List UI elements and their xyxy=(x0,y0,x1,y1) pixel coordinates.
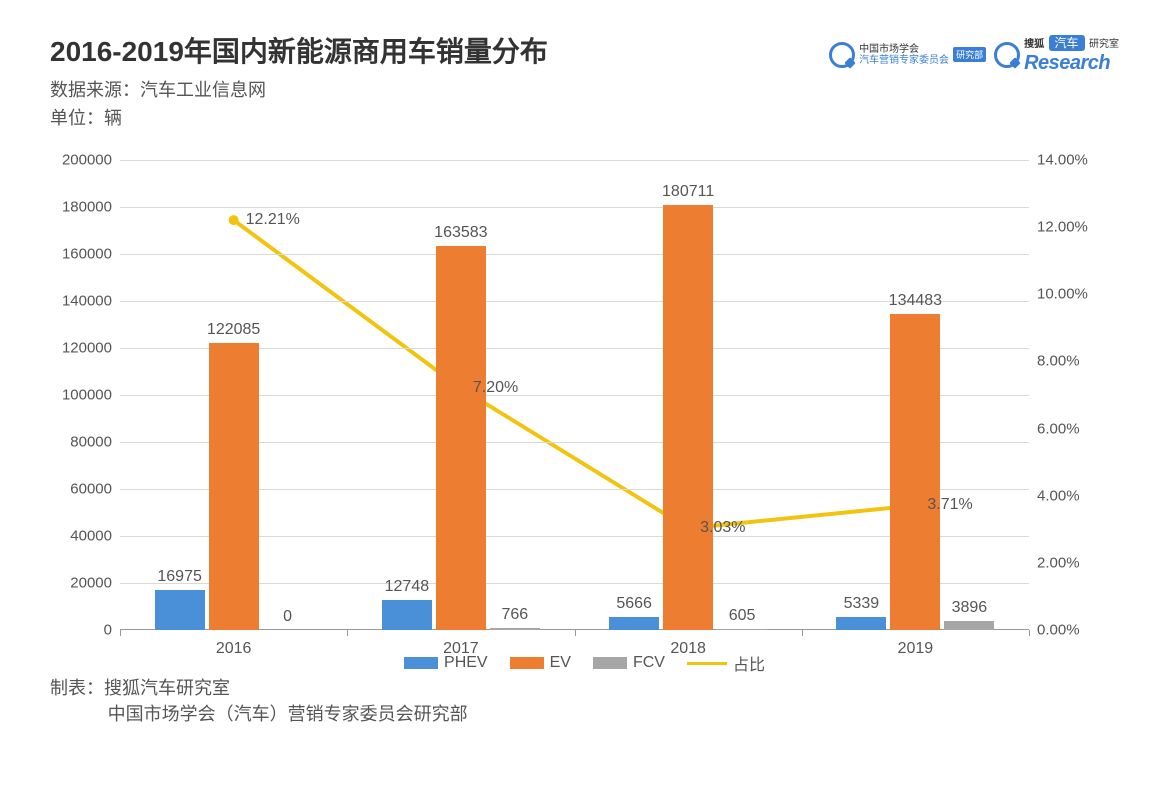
y-right-tick-label: 6.00% xyxy=(1037,420,1119,437)
gridline xyxy=(120,160,1029,161)
bar-ev xyxy=(436,246,486,630)
logo-q-icon xyxy=(829,42,855,68)
y-right-tick-label: 0.00% xyxy=(1037,622,1119,639)
logo-left-line2: 汽车营销专家委员会 xyxy=(859,55,949,66)
bar-value-label: 5666 xyxy=(616,595,652,613)
y-right-tick-label: 10.00% xyxy=(1037,286,1119,303)
x-tick xyxy=(120,630,121,636)
bar-value-label: 163583 xyxy=(434,224,487,242)
line-value-label: 3.03% xyxy=(700,519,745,537)
logo-right-big: Research xyxy=(1024,52,1119,75)
line-series xyxy=(234,220,916,528)
bar-value-label: 12748 xyxy=(385,578,430,596)
logo-row: 中国市场学会 汽车营销专家委员会 研究部 搜狐 汽车 研究室 Research xyxy=(829,34,1119,75)
bar-phev xyxy=(155,590,205,630)
x-tick xyxy=(1029,630,1030,636)
legend-item: 占比 xyxy=(687,651,765,675)
bar-phev xyxy=(836,617,886,630)
x-tick xyxy=(575,630,576,636)
y-left-tick-label: 120000 xyxy=(50,340,112,357)
x-tick xyxy=(802,630,803,636)
legend-item: FCV xyxy=(593,654,665,672)
y-right-tick-label: 2.00% xyxy=(1037,554,1119,571)
bar-value-label: 3896 xyxy=(952,599,988,617)
legend: PHEV EV FCV 占比 xyxy=(50,651,1119,675)
legend-item: EV xyxy=(510,654,571,672)
y-left-tick-label: 80000 xyxy=(50,434,112,451)
title-block: 2016-2019年国内新能源商用车销量分布 数据来源：汽车工业信息网 单位：辆 xyxy=(50,30,548,130)
y-right-tick-label: 14.00% xyxy=(1037,152,1119,169)
gridline xyxy=(120,207,1029,208)
y-left-tick-label: 0 xyxy=(50,622,112,639)
x-tick xyxy=(347,630,348,636)
footer-line1: 制表：搜狐汽车研究室 xyxy=(50,674,1119,700)
bar-ev xyxy=(890,314,940,630)
header: 2016-2019年国内新能源商用车销量分布 数据来源：汽车工业信息网 单位：辆… xyxy=(50,30,1119,130)
data-source: 数据来源：汽车工业信息网 xyxy=(50,76,548,102)
y-left-tick-label: 200000 xyxy=(50,152,112,169)
logo-right-car: 汽车 xyxy=(1049,35,1085,51)
chart-title: 2016-2019年国内新能源商用车销量分布 xyxy=(50,30,548,70)
legend-swatch xyxy=(404,657,438,669)
logo-right-pre: 搜狐 xyxy=(1024,39,1044,50)
line-value-label: 7.20% xyxy=(473,379,518,397)
y-right-tick-label: 4.00% xyxy=(1037,487,1119,504)
line-value-label: 12.21% xyxy=(246,211,300,229)
bar-ev xyxy=(209,343,259,630)
unit-label: 单位：辆 xyxy=(50,104,548,130)
y-left-tick-label: 140000 xyxy=(50,293,112,310)
logo-left-line1: 中国市场学会 xyxy=(859,44,949,55)
bar-value-label: 134483 xyxy=(889,292,942,310)
legend-swatch xyxy=(593,657,627,669)
logo-right: 搜狐 汽车 研究室 Research xyxy=(994,34,1119,75)
footer: 制表：搜狐汽车研究室 中国市场学会（汽车）营销专家委员会研究部 xyxy=(50,674,1119,726)
bar-fcv xyxy=(944,621,994,630)
y-left-tick-label: 180000 xyxy=(50,199,112,216)
y-left-tick-label: 40000 xyxy=(50,528,112,545)
y-left-tick-label: 20000 xyxy=(50,575,112,592)
legend-swatch xyxy=(510,657,544,669)
legend-label: 占比 xyxy=(733,651,765,675)
bar-fcv xyxy=(717,629,767,630)
bar-phev xyxy=(382,600,432,630)
bar-value-label: 16975 xyxy=(157,568,202,586)
legend-label: EV xyxy=(550,654,571,672)
chart-container: 2016-2019年国内新能源商用车销量分布 数据来源：汽车工业信息网 单位：辆… xyxy=(0,0,1159,801)
bar-ev xyxy=(663,205,713,630)
legend-label: FCV xyxy=(633,654,665,672)
bar-value-label: 5339 xyxy=(844,595,880,613)
bar-value-label: 0 xyxy=(283,608,292,626)
y-right-tick-label: 12.00% xyxy=(1037,219,1119,236)
legend-swatch xyxy=(687,662,727,665)
bar-phev xyxy=(609,617,659,630)
logo-left: 中国市场学会 汽车营销专家委员会 研究部 xyxy=(829,42,986,68)
line-marker xyxy=(229,215,239,225)
bar-value-label: 180711 xyxy=(662,183,714,201)
footer-line2: 中国市场学会（汽车）营销专家委员会研究部 xyxy=(108,700,1119,726)
bar-value-label: 766 xyxy=(502,606,529,624)
y-right-tick-label: 8.00% xyxy=(1037,353,1119,370)
y-left-tick-label: 100000 xyxy=(50,387,112,404)
bar-fcv xyxy=(490,628,540,630)
chart-zone: 0 20000 40000 60000 80000 100000 120000 140000 1… xyxy=(50,160,1119,670)
logo-q-icon xyxy=(994,42,1020,68)
legend-label: PHEV xyxy=(444,654,488,672)
logo-right-sub: 研究室 xyxy=(1089,39,1119,50)
plot-area: 0200004000060000800001000001200001400001… xyxy=(120,160,1029,630)
line-value-label: 3.71% xyxy=(927,496,972,514)
y-left-tick-label: 160000 xyxy=(50,246,112,263)
logo-left-badge: 研究部 xyxy=(953,47,986,62)
gridline xyxy=(120,254,1029,255)
legend-item: PHEV xyxy=(404,654,488,672)
bar-value-label: 605 xyxy=(729,607,756,625)
y-left-tick-label: 60000 xyxy=(50,481,112,498)
bar-value-label: 122085 xyxy=(207,321,260,339)
